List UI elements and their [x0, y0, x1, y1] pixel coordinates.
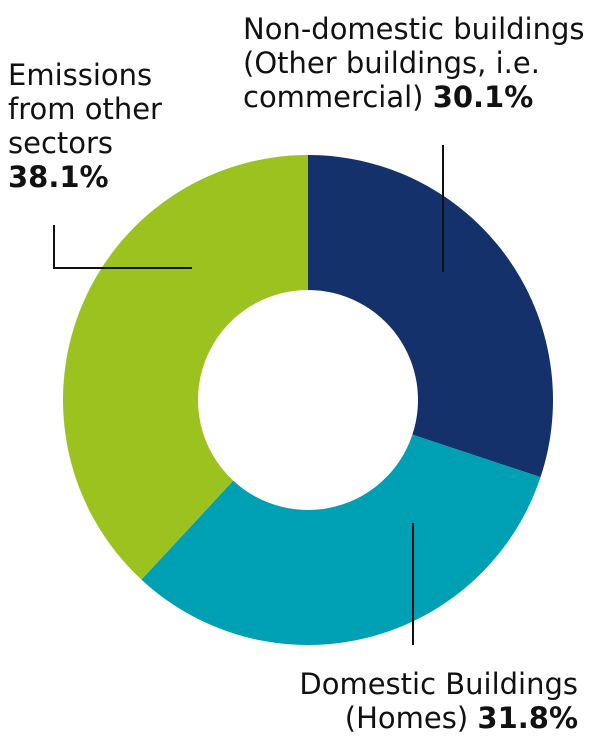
label-line: Emissions [8, 58, 153, 92]
label-domestic-buildings: Domestic Buildings (Homes) 31.8% [299, 667, 578, 735]
label-line: (Other buildings, i.e. [243, 46, 540, 80]
percent-label-non-domestic: 30.1% [432, 80, 534, 114]
label-non-domestic-buildings: Non-domestic buildings (Other buildings,… [243, 12, 585, 114]
percent-label-other-sectors: 38.1% [8, 160, 109, 194]
label-line: sectors [8, 126, 114, 160]
label-line: Non-domestic buildings [243, 12, 585, 46]
label-line-with-percent: commercial) 30.1% [243, 80, 585, 114]
slice-domestic-buildings [141, 434, 541, 645]
label-line-with-percent: (Homes) 31.8% [299, 701, 578, 735]
label-line: (Homes) [344, 701, 469, 735]
label-line: from other [8, 92, 162, 126]
label-line-with-percent: 38.1% [8, 160, 162, 194]
label-line: commercial) [243, 80, 424, 114]
slice-emissions-other-sectors [62, 154, 308, 580]
label-line: Domestic Buildings [299, 667, 578, 701]
label-emissions-other-sectors: Emissions from other sectors 38.1% [8, 58, 162, 194]
percent-label-domestic: 31.8% [477, 701, 578, 735]
leader-line-other-sectors [53, 225, 192, 269]
slice-non-domestic-buildings [308, 155, 553, 478]
